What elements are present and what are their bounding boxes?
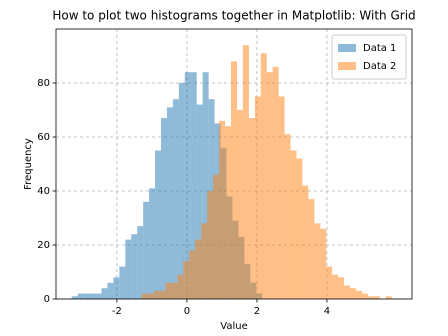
histogram-bar: [248, 118, 255, 299]
histogram-bar: [266, 72, 273, 299]
histogram-bar: [172, 99, 179, 299]
histogram-bar: [332, 274, 339, 299]
histogram-bar: [153, 290, 160, 299]
histogram-bar: [189, 250, 196, 299]
histogram-bar: [141, 293, 148, 299]
histogram-bar: [207, 191, 214, 299]
legend-box: [331, 34, 407, 80]
histogram-bar: [171, 282, 178, 299]
histogram-bar: [225, 126, 232, 299]
histogram-bar: [213, 174, 220, 299]
histogram-bar: [236, 110, 243, 299]
y-tick-label: 20: [37, 240, 50, 251]
histogram-bar: [71, 296, 78, 299]
histogram-bar: [149, 188, 156, 299]
histogram-bar: [119, 266, 126, 299]
histogram-bar: [190, 72, 197, 299]
histogram-bar: [260, 53, 267, 299]
x-axis-label: Value: [220, 321, 247, 332]
histogram-bar: [147, 293, 154, 299]
histogram-bar: [107, 282, 114, 299]
histogram-bar: [89, 293, 96, 299]
histogram-bar: [242, 45, 249, 300]
histogram-bar: [178, 83, 185, 299]
y-axis-label: Frequency: [23, 138, 34, 190]
legend-label: Data 1: [363, 43, 396, 54]
histogram-bar: [143, 201, 150, 299]
histogram-bar: [196, 104, 203, 299]
histogram-bar: [308, 199, 315, 299]
x-tick-label: 2: [254, 306, 260, 317]
histogram-bar: [302, 185, 309, 299]
legend-swatch: [338, 44, 356, 52]
histogram-bar: [361, 293, 368, 299]
y-tick-label: 0: [44, 294, 50, 305]
y-tick-label: 60: [37, 132, 50, 143]
histogram-bar: [231, 61, 237, 300]
histogram-bar: [177, 274, 184, 299]
histogram-bar: [83, 293, 90, 299]
histogram-bar: [183, 261, 190, 299]
x-tick-label: 4: [324, 306, 330, 317]
histogram-bar: [161, 118, 167, 299]
histogram-bar: [296, 158, 303, 299]
histogram-bar: [165, 282, 172, 299]
histogram-bar: [195, 239, 202, 299]
histogram-bar: [184, 72, 191, 299]
y-tick-label: 80: [37, 78, 50, 89]
histogram-bar: [338, 277, 345, 299]
legend-swatch: [338, 62, 356, 70]
histogram-bar: [278, 96, 285, 299]
histogram-bar: [355, 290, 362, 299]
histogram-bar: [77, 293, 84, 299]
x-tick-label: -2: [112, 306, 122, 317]
x-tick-label: 0: [184, 306, 190, 317]
histogram-bar: [131, 234, 138, 299]
histogram-bar: [272, 66, 279, 299]
histogram-bar: [373, 296, 380, 299]
chart-title: How to plot two histograms together in M…: [52, 9, 415, 23]
histogram-bar: [166, 107, 173, 299]
y-tick-label: 40: [37, 186, 50, 197]
histogram-bar: [290, 150, 297, 299]
histogram-bar: [385, 296, 392, 299]
histogram-bar: [137, 226, 144, 299]
histogram-bar: [201, 223, 208, 299]
histogram-bar: [314, 223, 321, 299]
histogram-bar: [219, 120, 226, 299]
histogram-bar: [367, 296, 374, 299]
legend-label: Data 2: [363, 61, 396, 72]
histogram-bar: [284, 134, 291, 299]
histogram-bar: [320, 228, 327, 299]
histogram-bar: [155, 150, 162, 299]
histogram-bar: [95, 293, 102, 299]
histogram-bar: [344, 285, 351, 299]
histogram-bar: [202, 72, 209, 299]
histogram-bar: [254, 96, 261, 299]
plot-frame: [55, 28, 413, 300]
histogram-bar: [326, 266, 333, 299]
histogram-bar: [113, 277, 120, 299]
histogram-bar: [125, 239, 132, 299]
histogram-bar: [159, 290, 166, 299]
histogram-bar: [101, 288, 108, 299]
histogram-bar: [350, 288, 356, 299]
